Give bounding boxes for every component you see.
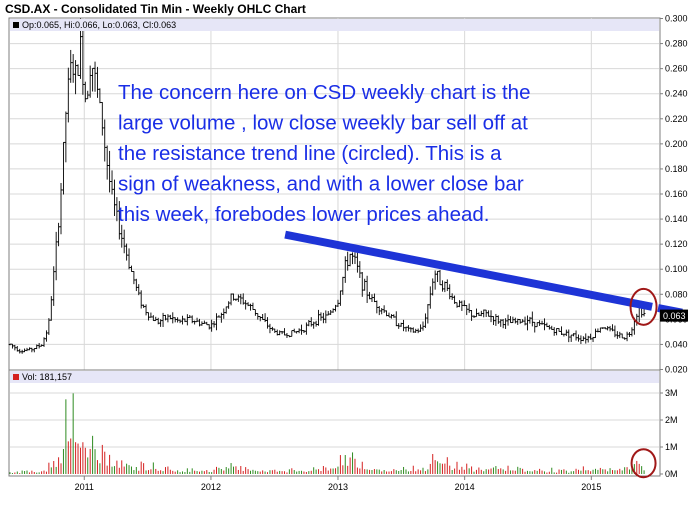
volume-panel-frame <box>8 369 661 477</box>
last-price-label: 0.063 <box>663 311 686 321</box>
volume-bars <box>9 393 645 474</box>
price-tick-label: 0.200 <box>665 139 688 149</box>
price-tick-label: 0.280 <box>665 39 688 49</box>
annotation-line: this week, forebodes lower prices ahead. <box>118 203 489 226</box>
price-tick-label: 0.300 <box>665 14 688 24</box>
year-tick-label: 2011 <box>75 482 94 492</box>
price-tick-label: 0.020 <box>665 365 688 375</box>
price-legend: Op:0.065, Hi:0.066, Lo:0.063, Cl:0.063 <box>22 20 176 30</box>
price-tick-label: 0.160 <box>665 189 688 199</box>
resistance-trend-line <box>284 230 653 311</box>
price-tick-label: 0.100 <box>665 264 688 274</box>
year-tick-label: 2013 <box>328 482 348 492</box>
annotation-text: The concern here on CSD weekly chart is … <box>118 81 530 226</box>
price-highlight-circle <box>629 287 658 326</box>
price-bars <box>8 18 646 354</box>
price-legend-bar <box>10 19 659 31</box>
volume-legend-swatch <box>13 374 19 380</box>
price-tick-label: 0.140 <box>665 214 688 224</box>
volume-tick-label: 3M <box>665 388 678 398</box>
x-axis: 2011 2012 2013 2014 2015 <box>75 476 601 492</box>
volume-legend: Vol: 181,157 <box>22 372 72 382</box>
price-tick-label: 0.120 <box>665 239 688 249</box>
price-tick-label: 0.260 <box>665 64 688 74</box>
price-tick-label: 0.180 <box>665 164 688 174</box>
price-tick-label: 0.080 <box>665 289 688 299</box>
annotation-line: large volume , low close weekly bar sell… <box>118 112 528 135</box>
annotation-line: The concern here on CSD weekly chart is … <box>118 81 530 104</box>
volume-tick-label: 2M <box>665 415 678 425</box>
year-tick-label: 2014 <box>455 482 475 492</box>
volume-axis: 3M 2M 1M 0M <box>660 388 678 479</box>
price-tick-label: 0.040 <box>665 339 688 349</box>
year-tick-label: 2015 <box>581 482 601 492</box>
chart-title: CSD.AX - Consolidated Tin Min - Weekly O… <box>5 2 306 16</box>
year-tick-label: 2012 <box>201 482 221 492</box>
volume-panel: Vol: 181,157 3M 2M 1M 0M <box>8 369 678 479</box>
volume-highlight-circle <box>630 448 657 479</box>
price-tick-label: 0.220 <box>665 114 688 124</box>
volume-legend-bar <box>10 371 659 383</box>
price-tick-label: 0.240 <box>665 89 688 99</box>
last-price-tag-bg <box>660 309 688 322</box>
annotation-line: sign of weakness, and with a lower close… <box>118 173 524 196</box>
volume-tick-label: 0M <box>665 469 678 479</box>
volume-tick-label: 1M <box>665 442 678 452</box>
last-price-tag: 0.063 <box>660 309 688 322</box>
volume-grid <box>10 392 659 448</box>
price-legend-swatch <box>13 22 19 28</box>
annotation-line: the resistance trend line (circled). Thi… <box>118 142 502 165</box>
